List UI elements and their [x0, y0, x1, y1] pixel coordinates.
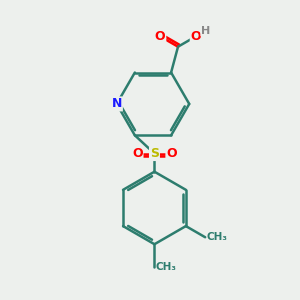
Text: O: O	[191, 30, 201, 43]
Text: CH₃: CH₃	[156, 262, 177, 272]
Text: H: H	[201, 26, 211, 36]
Text: CH₃: CH₃	[207, 232, 228, 242]
Text: O: O	[167, 147, 177, 160]
Text: O: O	[155, 30, 165, 43]
Text: S: S	[150, 147, 159, 160]
Text: N: N	[112, 98, 122, 110]
Text: O: O	[132, 147, 142, 160]
